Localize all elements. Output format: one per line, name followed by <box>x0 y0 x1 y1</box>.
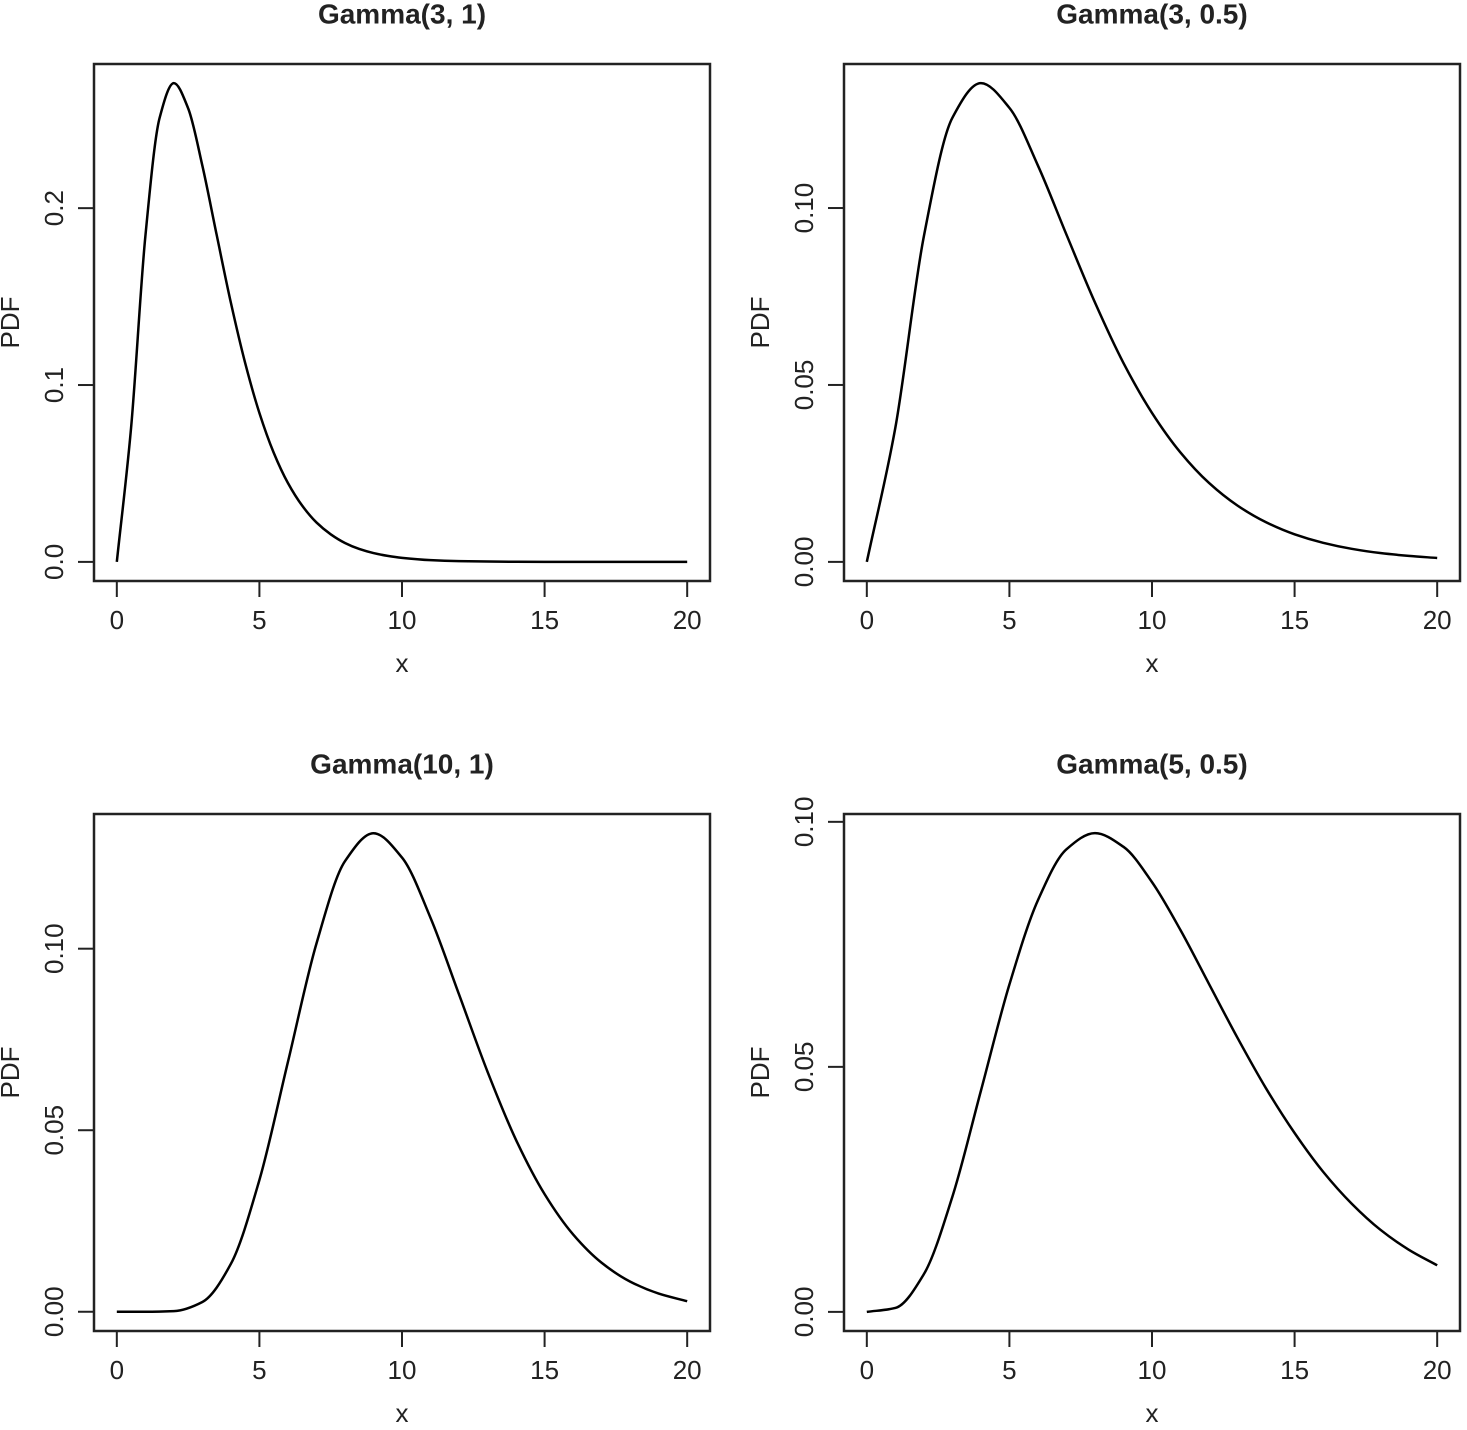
y-tick-label: 0.05 <box>789 360 819 411</box>
x-axis-label: x <box>1146 1398 1159 1425</box>
plot-box <box>842 812 1462 1333</box>
y-tick-label: 0.10 <box>789 797 819 848</box>
y-tick-label: 0.0 <box>39 544 69 580</box>
x-tick-label: 5 <box>252 605 266 635</box>
y-axis-label: PDF <box>745 1047 775 1099</box>
x-tick-label: 5 <box>1002 605 1016 635</box>
y-axis-label: PDF <box>0 1047 25 1099</box>
x-tick-label: 0 <box>860 605 874 635</box>
pdf-curve <box>865 81 1438 563</box>
y-tick-label: 0.05 <box>39 1105 69 1156</box>
y-tick-label: 0.10 <box>789 183 819 234</box>
x-tick-label: 0 <box>860 1355 874 1385</box>
pdf-curve <box>866 831 1438 1314</box>
x-tick-label: 10 <box>1138 605 1167 635</box>
x-tick-label: 15 <box>1280 1355 1309 1385</box>
y-tick-label: 0.1 <box>39 367 69 403</box>
plot-box <box>92 62 712 583</box>
y-axis-label: PDF <box>745 297 775 349</box>
plot-box <box>92 812 712 1333</box>
x-tick-label: 20 <box>673 1355 702 1385</box>
x-tick-label: 15 <box>530 605 559 635</box>
y-tick-label: 0.00 <box>789 1287 819 1338</box>
x-tick-label: 15 <box>1280 605 1309 635</box>
y-tick-label: 0.10 <box>39 923 69 974</box>
pdf-curve <box>116 831 688 1314</box>
x-tick-label: 10 <box>1138 1355 1167 1385</box>
x-tick-label: 20 <box>1423 1355 1452 1385</box>
chart-title: Gamma(5, 0.5) <box>1056 748 1247 779</box>
x-tick-label: 10 <box>388 605 417 635</box>
y-tick-label: 0.00 <box>789 537 819 588</box>
y-tick-label: 0.05 <box>789 1042 819 1093</box>
x-tick-label: 5 <box>1002 1355 1016 1385</box>
x-tick-label: 10 <box>388 1355 417 1385</box>
x-tick-label: 20 <box>673 605 702 635</box>
chart-title: Gamma(3, 0.5) <box>1056 0 1247 29</box>
y-axis-label: PDF <box>0 297 25 349</box>
x-axis-label: x <box>1146 648 1159 678</box>
x-tick-label: 15 <box>530 1355 559 1385</box>
x-tick-label: 20 <box>1423 605 1452 635</box>
x-tick-label: 0 <box>110 1355 124 1385</box>
x-axis-label: x <box>396 648 409 678</box>
plot-box <box>842 62 1462 583</box>
x-axis-label: x <box>396 1398 409 1425</box>
pdf-curve <box>115 81 688 564</box>
chart-title: Gamma(3, 1) <box>318 0 486 29</box>
y-tick-label: 0.00 <box>39 1286 69 1337</box>
x-tick-label: 0 <box>110 605 124 635</box>
y-tick-label: 0.2 <box>39 190 69 226</box>
chart-title: Gamma(10, 1) <box>310 748 494 779</box>
x-tick-label: 5 <box>252 1355 266 1385</box>
